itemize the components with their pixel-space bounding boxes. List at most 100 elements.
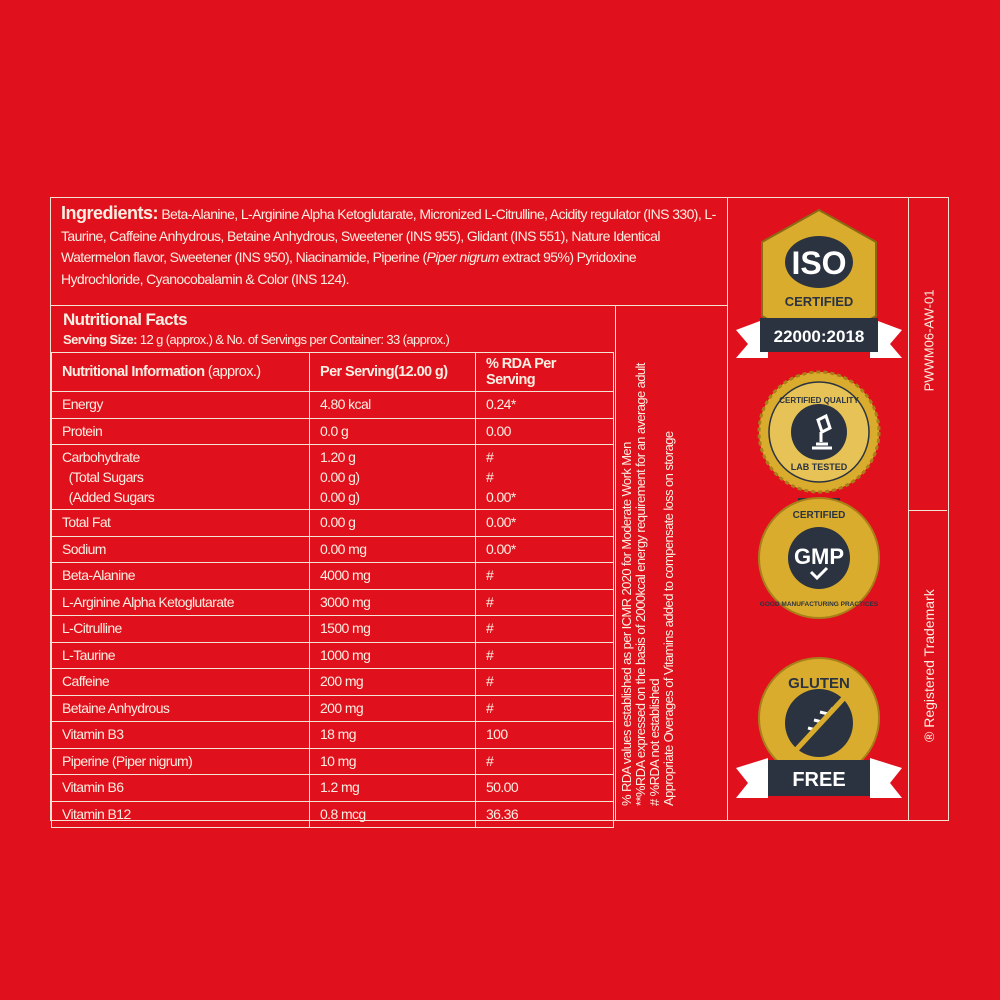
per-serving-value: 0.00 g <box>309 509 476 537</box>
nutrient-name: Vitamin B6 <box>51 774 310 802</box>
per-serving-value: 0.8 mcg <box>309 800 476 828</box>
nutrient-name: Energy <box>51 391 310 419</box>
iso-certified-text: CERTIFIED <box>785 294 854 309</box>
table-row: Caffeine 200 mg # <box>51 668 614 696</box>
iso-text: ISO <box>791 245 846 281</box>
product-code: PWWM06-AW-01 <box>921 289 937 392</box>
ingredients-italic: Piper nigrum <box>426 249 500 265</box>
table-row: Vitamin B3 18 mg 100 <box>51 721 614 749</box>
rda-value: 100 <box>475 721 614 749</box>
per-serving-value: 0.0 g <box>309 417 476 445</box>
per-serving-value: 18 mg <box>309 721 476 749</box>
gmp-badge: CERTIFIED GMP GOOD MANUFACTURING PRACTIC… <box>758 497 880 619</box>
footnotes: % RDA values established as per ICMR 202… <box>615 305 728 821</box>
table-row: Vitamin B6 1.2 mg 50.00 <box>51 774 614 802</box>
rda-value: 0.24* <box>475 391 614 419</box>
gmp-text: GMP <box>794 544 844 569</box>
right-strip: PWWM06-AW-01 ® Registered Trademark <box>908 197 949 821</box>
nutrient-name: L-Taurine <box>51 641 310 669</box>
header-info-normal: (approx.) <box>204 364 261 380</box>
registered-trademark: ® Registered Trademark <box>921 589 937 742</box>
nutrient-name: Betaine Anhydrous <box>51 694 310 722</box>
per-serving-value: 4.80 kcal <box>309 391 476 419</box>
header-rda: % RDA Per Serving <box>475 352 614 392</box>
nutrient-name: Sodium <box>51 535 310 563</box>
ingredients-text-end: extract 95%) Pyridoxine Hydrochloride, C… <box>61 249 637 287</box>
rda-value: 50.00 <box>475 774 614 802</box>
header-info: Nutritional Information (approx.) <box>51 352 310 392</box>
rda-value: 0.00* <box>475 509 614 537</box>
gluten-text: GLUTEN <box>788 675 850 692</box>
table-row: L-Citrulline 1500 mg # <box>51 615 614 643</box>
footnotes-text: % RDA values established as per ICMR 202… <box>619 312 676 812</box>
rda-value: # <box>475 668 614 696</box>
per-serving-value: 200 mg <box>309 668 476 696</box>
serving-label: Serving Size: <box>63 332 137 347</box>
rda-value: 0.00 <box>475 417 614 445</box>
rda-value: # <box>475 641 614 669</box>
table-row: L-Arginine Alpha Ketoglutarate 3000 mg # <box>51 588 614 616</box>
nutrient-name: Protein <box>51 417 310 445</box>
table-row: Sodium 0.00 mg 0.00* <box>51 535 614 563</box>
gluten-free-badge: GLUTEN FREE <box>736 657 902 798</box>
per-serving-value: 0.00 mg <box>309 535 476 563</box>
header-per-serving: Per Serving(12.00 g) <box>309 352 476 392</box>
nutrient-name: L-Citrulline <box>51 615 310 643</box>
nutrient-name: Total Fat <box>51 509 310 537</box>
iso-badge: ISO CERTIFIED 22000:2018 <box>736 208 902 358</box>
table-row: Protein 0.0 g 0.00 <box>51 417 614 445</box>
note: % RDA values established as per ICMR 202… <box>619 442 634 806</box>
rda-value: # # 0.00* <box>475 444 614 510</box>
per-serving-value: 4000 mg <box>309 562 476 590</box>
checkmark-icon <box>809 566 829 581</box>
per-serving-value: 1.20 g 0.00 g) 0.00 g) <box>309 444 476 510</box>
nutrient-name: Vitamin B12 <box>51 800 310 828</box>
nutrient-name: Piperine (Piper nigrum) <box>51 747 310 775</box>
rda-value: 36.36 <box>475 800 614 828</box>
ingredients-text: Beta-Alanine, L-Arginine Alpha Ketogluta… <box>61 206 716 265</box>
table-row: Vitamin B12 0.8 mcg 36.36 <box>51 800 614 828</box>
per-serving-value: 3000 mg <box>309 588 476 616</box>
per-serving-value: 1000 mg <box>309 641 476 669</box>
rda-value: # <box>475 562 614 590</box>
note: Appropriate Overages of Vitamins added t… <box>661 431 676 806</box>
table-row: Betaine Anhydrous 200 mg # <box>51 694 614 722</box>
facts-title: Nutritional Facts <box>63 310 188 329</box>
table-row: Energy 4.80 kcal 0.24* <box>51 391 614 419</box>
note: **%RDA expressed on the basis of 2000kca… <box>633 363 648 806</box>
table-row: L-Taurine 1000 mg # <box>51 641 614 669</box>
nutrition-table: Nutritional Information (approx.) Per Se… <box>51 352 614 828</box>
nutrient-name: Beta-Alanine <box>51 562 310 590</box>
lab-bottom-text: LAB TESTED <box>791 462 848 472</box>
table-row: Piperine (Piper nigrum) 10 mg # <box>51 747 614 775</box>
microscope-icon <box>812 413 832 450</box>
rda-value: # <box>475 747 614 775</box>
iso-standard-text: 22000:2018 <box>774 327 865 346</box>
per-serving-value: 1.2 mg <box>309 774 476 802</box>
table-row: Total Fat 0.00 g 0.00* <box>51 509 614 537</box>
rda-value: # <box>475 694 614 722</box>
per-serving-value: 200 mg <box>309 694 476 722</box>
ingredients-box: Ingredients: Beta-Alanine, L-Arginine Al… <box>50 197 728 306</box>
nutrient-name: L-Arginine Alpha Ketoglutarate <box>51 588 310 616</box>
lab-top-text: CERTIFIED QUALITY <box>779 396 859 405</box>
lab-tested-badge: CERTIFIED QUALITY LAB TESTED <box>757 370 881 494</box>
gmp-top-text: CERTIFIED <box>793 510 846 521</box>
nutrition-facts: Nutritional Facts Serving Size: 12 g (ap… <box>50 305 616 828</box>
rda-value: # <box>475 615 614 643</box>
rda-value: 0.00* <box>475 535 614 563</box>
serving-size: Serving Size: 12 g (approx.) & No. of Se… <box>63 332 450 347</box>
table-row: Carbohydrate (Total Sugars (Added Sugars… <box>51 444 614 510</box>
gmp-bottom-text: GOOD MANUFACTURING PRACTICES <box>760 601 879 608</box>
per-serving-value: 10 mg <box>309 747 476 775</box>
header-info-bold: Nutritional Information <box>62 364 205 380</box>
free-text: FREE <box>792 769 845 791</box>
serving-text: 12 g (approx.) & No. of Servings per Con… <box>136 332 450 347</box>
certification-badges: ISO CERTIFIED 22000:2018 CERTIFIED QUALI… <box>727 197 909 821</box>
nutrient-name: Vitamin B3 <box>51 721 310 749</box>
nutrient-name: Caffeine <box>51 668 310 696</box>
table-header: Nutritional Information (approx.) Per Se… <box>51 352 614 392</box>
ingredients-label: Ingredients: <box>61 203 159 223</box>
nutrient-name: Carbohydrate (Total Sugars (Added Sugars <box>51 444 310 510</box>
table-row: Beta-Alanine 4000 mg # <box>51 562 614 590</box>
